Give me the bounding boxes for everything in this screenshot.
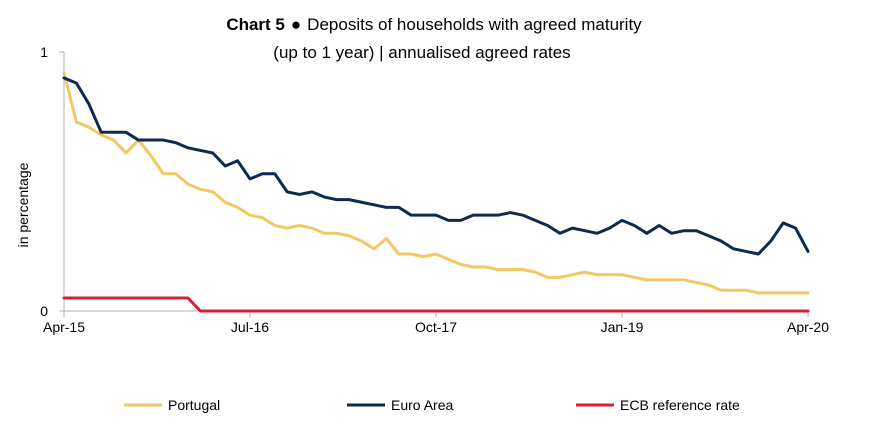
chart-title-line-1: Chart 5 ● Deposits of households with agre… <box>226 15 642 34</box>
chart-title-prefix: Chart 5 <box>226 15 285 34</box>
series-line-ecb-reference-rate <box>62 296 810 313</box>
x-tick-label-4: Apr-20 <box>787 319 829 335</box>
chart-title-main: Deposits of households with agreed matur… <box>307 15 642 34</box>
x-tick-label-3: Jan-19 <box>601 319 644 335</box>
legend-label-euro-area: Euro Area <box>391 397 453 413</box>
legend-label-portugal: Portugal <box>168 397 220 413</box>
y-tick-label-1: 1 <box>40 44 48 60</box>
x-tick-label-1: Jul-16 <box>231 319 269 335</box>
chart-title-line-2: (up to 1 year) | annualised agreed rates <box>273 43 570 62</box>
series-line-portugal <box>62 71 810 295</box>
y-tick-label-0: 0 <box>40 303 48 319</box>
legend-label-ecb-reference-rate: ECB reference rate <box>620 397 740 413</box>
chart-title-bullet: ● <box>291 15 301 34</box>
x-tick-label-0: Apr-15 <box>43 319 85 335</box>
y-axis-label: in percentage <box>15 162 31 247</box>
series-line-euro-area <box>62 76 810 256</box>
x-tick-label-2: Oct-17 <box>415 319 457 335</box>
